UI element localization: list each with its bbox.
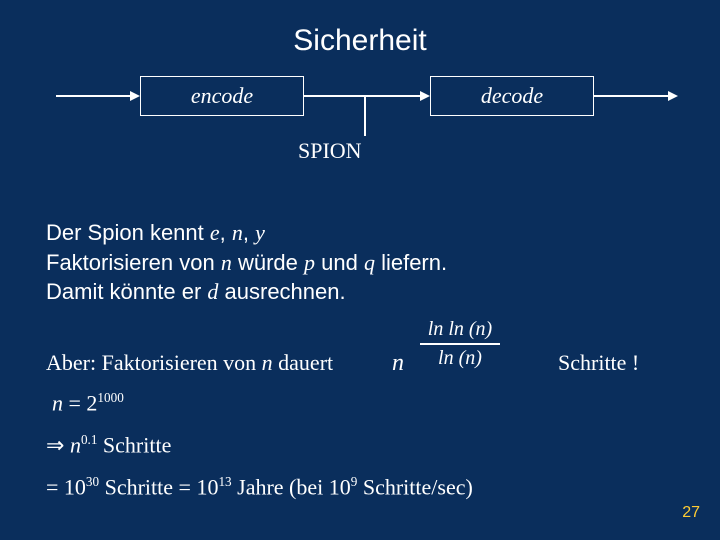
t: Damit könnte er bbox=[46, 279, 207, 304]
t: Faktorisieren von bbox=[46, 250, 221, 275]
encode-box: encode bbox=[140, 76, 304, 116]
page-number: 27 bbox=[682, 504, 700, 522]
t: ausrechnen. bbox=[218, 279, 345, 304]
n-equals: n = 21000 bbox=[52, 390, 124, 416]
pipeline-diagram: encode decode SPION bbox=[0, 76, 720, 196]
var-n: n bbox=[70, 432, 81, 457]
arrow-out-head bbox=[668, 91, 678, 101]
t: Schritte bbox=[97, 432, 171, 457]
t: = 10 bbox=[46, 474, 86, 499]
arrow-in bbox=[56, 95, 136, 97]
var-d: d bbox=[207, 279, 218, 304]
decode-label: decode bbox=[481, 83, 543, 109]
t: liefern. bbox=[375, 250, 447, 275]
var-e: e bbox=[210, 220, 220, 245]
t: Jahre (bei 10 bbox=[232, 474, 351, 499]
exponent-fraction: ln ln (n) ln (n) bbox=[420, 318, 500, 370]
frac-base-n: n bbox=[392, 350, 404, 377]
exp: 0.1 bbox=[81, 432, 97, 447]
t: , bbox=[220, 220, 232, 245]
frac-den: ln (n) bbox=[420, 347, 500, 370]
body-text: Der Spion kennt e, n, y Faktorisieren vo… bbox=[46, 218, 447, 307]
encode-label: encode bbox=[191, 83, 253, 109]
var-n: n bbox=[232, 220, 243, 245]
spion-label: SPION bbox=[298, 138, 362, 164]
var-q: q bbox=[364, 250, 375, 275]
decode-box: decode bbox=[430, 76, 594, 116]
arrow-in-head bbox=[130, 91, 140, 101]
arrow-mid-head bbox=[420, 91, 430, 101]
var-n: n bbox=[52, 390, 63, 415]
t: Schritte = 10 bbox=[99, 474, 218, 499]
t: Der Spion kennt bbox=[46, 220, 210, 245]
spion-tap bbox=[364, 96, 366, 136]
exp: 30 bbox=[86, 474, 99, 489]
t: = 2 bbox=[63, 390, 97, 415]
line3: Damit könnte er d ausrechnen. bbox=[46, 277, 447, 307]
exp: 13 bbox=[218, 474, 231, 489]
implies-icon: ⇒ bbox=[46, 432, 70, 457]
t: Schritte/sec) bbox=[357, 474, 472, 499]
slide-title: Sicherheit bbox=[0, 0, 720, 58]
frac-num: ln ln (n) bbox=[420, 318, 500, 341]
t: würde bbox=[232, 250, 304, 275]
var-p: p bbox=[304, 250, 315, 275]
t: dauert bbox=[273, 350, 333, 375]
aber-line: Aber: Faktorisieren von n dauert bbox=[46, 350, 333, 376]
t: , bbox=[243, 220, 255, 245]
var-y: y bbox=[255, 220, 265, 245]
line2: Faktorisieren von n würde p und q liefer… bbox=[46, 248, 447, 278]
arrow-out bbox=[594, 95, 674, 97]
t: und bbox=[315, 250, 364, 275]
last-line: = 1030 Schritte = 1013 Jahre (bei 109 Sc… bbox=[46, 474, 473, 500]
line1: Der Spion kennt e, n, y bbox=[46, 218, 447, 248]
implies-line: ⇒ n0.1 Schritte bbox=[46, 432, 171, 458]
var-n: n bbox=[221, 250, 232, 275]
t: Aber: Faktorisieren von bbox=[46, 350, 262, 375]
schritte-excl: Schritte ! bbox=[558, 350, 639, 376]
frac-bar bbox=[420, 343, 500, 345]
var-n: n bbox=[262, 350, 273, 375]
exp: 1000 bbox=[97, 390, 123, 405]
